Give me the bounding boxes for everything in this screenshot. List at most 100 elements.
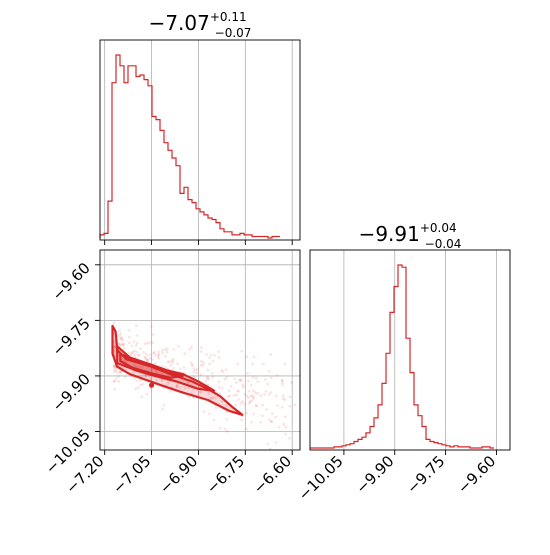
scatter-point xyxy=(249,383,253,387)
title-param-2: −9.91+0.04 −0.04 xyxy=(359,221,462,251)
scatter-point xyxy=(269,353,272,357)
scatter-point xyxy=(195,371,199,375)
scatter-point xyxy=(192,367,196,371)
scatter-point xyxy=(119,337,122,341)
scatter-point xyxy=(252,397,255,401)
scatter-point xyxy=(144,374,148,377)
scatter-point xyxy=(118,369,122,373)
scatter-point xyxy=(175,385,179,389)
scatter-point xyxy=(112,321,116,324)
scatter-point xyxy=(241,385,245,389)
scatter-point xyxy=(227,395,230,398)
scatter-point xyxy=(153,362,157,365)
scatter-point xyxy=(225,418,229,421)
scatter-point xyxy=(207,392,211,395)
scatter-point xyxy=(209,353,213,357)
scatter-point xyxy=(117,342,121,346)
scatter-point xyxy=(124,360,127,363)
scatter-point xyxy=(113,388,116,391)
scatter-point xyxy=(214,406,218,409)
scatter-point xyxy=(245,427,249,431)
scatter-point xyxy=(112,380,116,384)
scatter-point xyxy=(144,356,148,360)
scatter-point xyxy=(288,404,292,408)
scatter-point xyxy=(132,340,136,343)
scatter-point xyxy=(208,356,212,359)
scatter-point xyxy=(153,353,157,357)
scatter-point xyxy=(247,389,251,393)
scatter-point xyxy=(234,403,238,407)
scatter-point xyxy=(150,368,154,371)
title-param-1: −7.07+0.11 −0.07 xyxy=(149,10,252,40)
scatter-point xyxy=(288,436,291,440)
scatter-point xyxy=(247,379,250,383)
scatter-point xyxy=(166,347,169,351)
scatter-point xyxy=(118,329,121,333)
scatter-point xyxy=(161,407,165,411)
scatter-point xyxy=(113,342,116,346)
density-contours xyxy=(111,324,244,416)
scatter-point xyxy=(160,379,164,382)
scatter-point xyxy=(157,357,161,360)
scatter-point xyxy=(120,336,124,340)
scatter-point xyxy=(136,386,140,389)
scatter-point xyxy=(255,404,258,408)
scatter-point xyxy=(151,358,154,361)
scatter-point xyxy=(267,369,271,373)
scatter-point xyxy=(131,350,135,354)
scatter-point xyxy=(117,374,120,378)
scatter-point xyxy=(204,379,208,383)
scatter-point xyxy=(238,378,242,382)
scatter-point xyxy=(275,394,278,398)
scatter-point xyxy=(113,365,117,368)
scatter-point xyxy=(135,365,139,368)
x-tick-label-p3-3: −6.75 xyxy=(203,452,248,497)
scatter-point xyxy=(288,395,292,399)
scatter-point xyxy=(148,377,152,381)
scatter-point xyxy=(259,420,263,424)
scatter-point xyxy=(252,412,255,416)
scatter-point xyxy=(275,373,279,377)
scatter-point xyxy=(176,362,179,366)
scatter-point xyxy=(250,394,254,397)
scatter-point xyxy=(143,355,147,359)
scatter-point xyxy=(243,402,247,406)
scatter-point xyxy=(240,349,244,353)
scatter-point xyxy=(284,432,288,436)
scatter-point xyxy=(281,383,284,387)
scatter-point xyxy=(128,341,131,345)
scatter-point xyxy=(211,396,215,400)
scatter-point xyxy=(270,420,274,423)
scatter-point xyxy=(146,342,149,345)
scatter-point xyxy=(264,378,267,381)
scatter-point xyxy=(228,394,231,398)
scatter-point xyxy=(112,364,116,368)
y-tick-label-p3-2: −9.90 xyxy=(49,370,94,415)
scatter-point xyxy=(113,368,116,372)
scatter-point xyxy=(195,367,199,371)
scatter-point xyxy=(189,361,193,364)
scatter-point xyxy=(190,363,194,367)
scatter-point xyxy=(140,395,144,399)
scatter-point xyxy=(129,353,133,357)
scatter-point xyxy=(115,368,118,372)
scatter-point xyxy=(225,404,229,408)
scatter-point xyxy=(274,415,278,419)
scatter-point xyxy=(199,373,203,377)
scatter-point xyxy=(133,364,137,368)
scatter-point xyxy=(177,344,180,348)
scatter-point xyxy=(243,392,247,396)
scatter-point xyxy=(118,371,122,374)
scatter-point xyxy=(238,378,241,382)
scatter-point xyxy=(130,344,134,348)
scatter-point xyxy=(211,375,215,379)
scatter-point xyxy=(157,352,161,356)
scatter-point xyxy=(208,362,211,366)
x-tick-label-p2-0: −10.05 xyxy=(295,452,347,504)
scatter-point xyxy=(133,353,136,357)
scatter-point xyxy=(127,328,131,332)
scatter-point xyxy=(206,368,210,372)
contour-inner xyxy=(119,352,184,379)
scatter-point xyxy=(262,362,265,366)
